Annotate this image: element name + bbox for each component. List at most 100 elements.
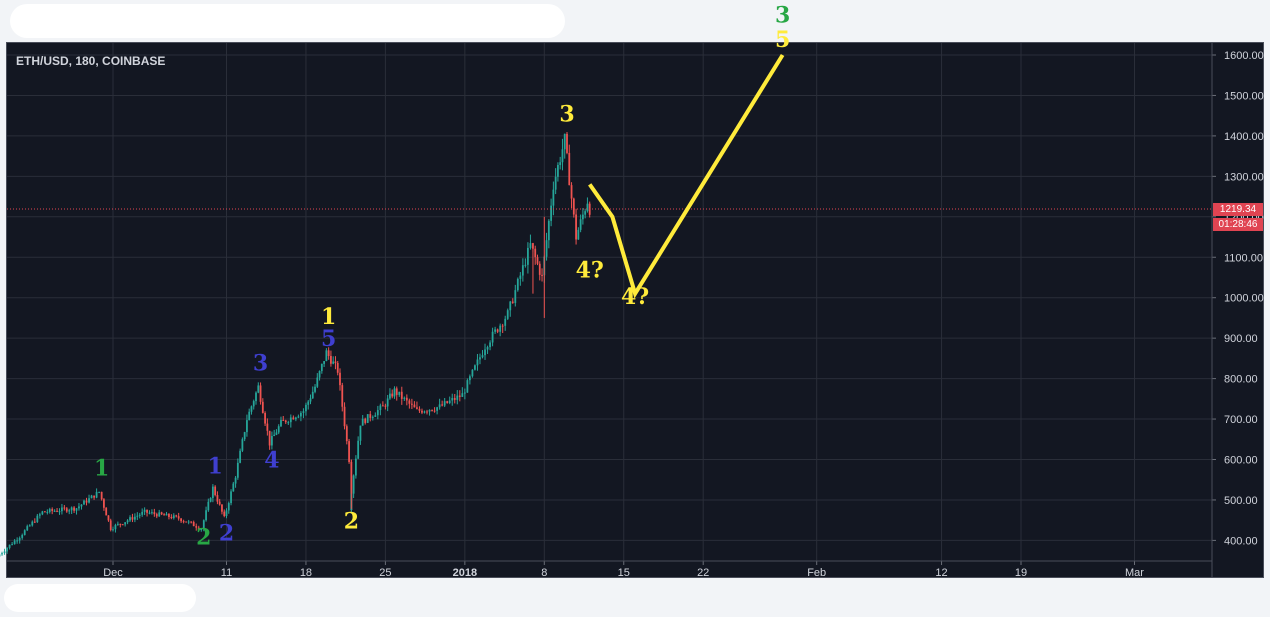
candle-body <box>207 501 210 511</box>
candle-body <box>345 426 348 442</box>
wave-label: 4? <box>576 257 604 283</box>
candle-body <box>93 495 95 498</box>
candle-body <box>509 301 512 311</box>
candle-body <box>504 318 507 326</box>
candle-body <box>143 509 146 512</box>
x-tick-label: 25 <box>379 567 391 579</box>
candle-body <box>175 515 178 517</box>
wave-label: 3 <box>775 3 790 29</box>
candle-body <box>18 537 21 541</box>
candle-body <box>547 220 550 241</box>
candle-body <box>302 411 305 413</box>
projection-path <box>588 53 785 299</box>
candle-body <box>124 522 127 525</box>
candle-body <box>474 365 476 370</box>
candle-body <box>581 214 584 220</box>
candle-body <box>209 498 212 502</box>
candle-body <box>386 398 389 407</box>
candle-body <box>100 491 103 500</box>
candle-body <box>271 436 273 446</box>
candle-body <box>519 275 522 279</box>
candle-body <box>202 520 205 529</box>
candle-body <box>68 510 71 512</box>
y-tick-label: 1000.00 <box>1224 293 1264 305</box>
candle-body <box>552 189 555 206</box>
symbol-label: ETH/USD, 180, COINBASE <box>16 54 166 68</box>
candle-body <box>352 475 355 494</box>
candle-body <box>554 176 557 190</box>
candle-body <box>280 419 282 427</box>
x-tick-label: 2018 <box>453 567 477 579</box>
candle-body <box>461 393 464 397</box>
candle-body <box>297 416 300 418</box>
candle-body <box>114 524 117 530</box>
candle-body <box>205 510 207 521</box>
candle-body <box>223 511 226 517</box>
candle-body <box>282 419 285 421</box>
candle-body <box>85 500 88 503</box>
candle-body <box>559 162 562 166</box>
candle-body <box>268 430 271 446</box>
candle-body <box>103 499 105 508</box>
candle-body <box>327 350 330 356</box>
candle-body <box>586 203 589 212</box>
candle-body <box>218 501 221 505</box>
wave-label: 2 <box>219 520 234 546</box>
y-tick-label: 700.00 <box>1224 414 1258 426</box>
candle-body <box>153 512 156 515</box>
candle-body <box>391 393 394 397</box>
candle-body <box>524 264 527 266</box>
y-tick-label: 500.00 <box>1224 495 1258 507</box>
candle-body <box>195 526 198 528</box>
candle-body <box>453 397 456 400</box>
candle-body <box>294 417 297 420</box>
candle-body <box>172 515 175 519</box>
axes: 1600.001500.001400.001300.001200.001100.… <box>7 43 1264 579</box>
candle-body <box>305 404 307 412</box>
candle-body <box>83 500 85 505</box>
candle-body <box>458 395 461 397</box>
candle-body <box>31 521 34 526</box>
candle-body <box>446 401 449 403</box>
candle-body <box>307 401 310 405</box>
candle-body <box>579 219 582 230</box>
candle-body <box>227 503 230 511</box>
candle-body <box>421 410 423 413</box>
candle-body <box>501 325 504 327</box>
x-tick-label: 18 <box>300 567 312 579</box>
candle-body <box>146 509 148 513</box>
candle-body <box>568 152 571 186</box>
candle-body <box>155 514 158 517</box>
candle-body <box>451 397 454 401</box>
candle-body <box>516 278 519 291</box>
candle-body <box>41 511 44 515</box>
x-tick-label: Mar <box>1125 567 1144 579</box>
candle-body <box>496 329 499 332</box>
candle-body <box>436 407 439 411</box>
candle-body <box>141 511 144 515</box>
candle-body <box>241 439 244 451</box>
candle-body <box>541 274 543 276</box>
x-tick-label: 12 <box>935 567 947 579</box>
candle-body <box>332 361 335 364</box>
candle-body <box>255 392 257 402</box>
candle-body <box>36 515 39 523</box>
candle-body <box>277 426 280 433</box>
x-tick-label: 11 <box>221 567 232 579</box>
candle-body <box>273 434 276 437</box>
candle-body <box>275 432 278 435</box>
candle-body <box>374 415 377 417</box>
candle-body <box>506 310 509 319</box>
candle-body <box>529 243 532 248</box>
redacted-footer <box>4 584 196 612</box>
candle-body <box>11 544 14 546</box>
candle-body <box>116 523 119 525</box>
candle-body <box>381 405 384 407</box>
candle-body <box>371 416 374 418</box>
candle-body <box>550 205 553 221</box>
candle-body <box>343 406 346 427</box>
candle-body <box>13 540 16 545</box>
candle-body <box>90 495 93 499</box>
